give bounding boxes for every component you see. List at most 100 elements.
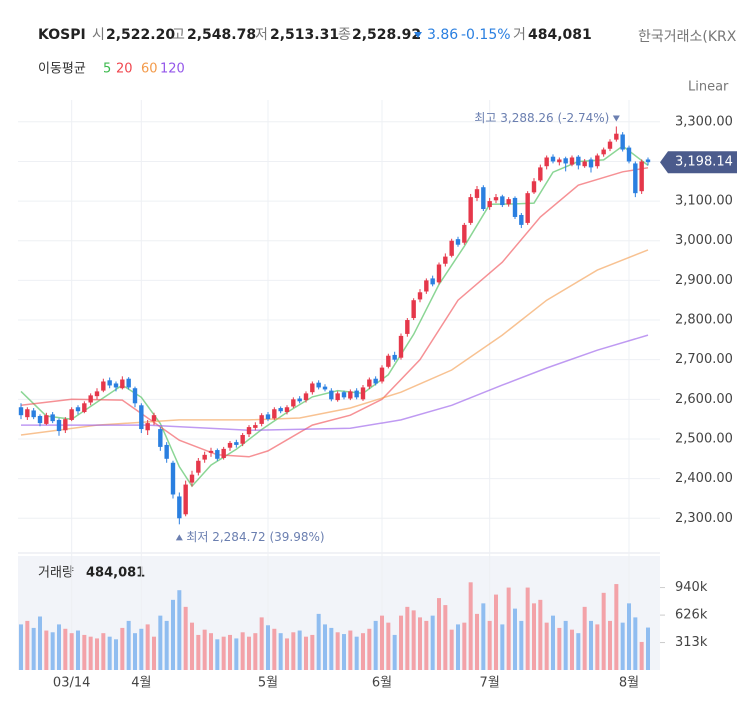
volume-bar <box>304 636 308 670</box>
candle-body <box>436 264 442 283</box>
volume-bar <box>31 627 36 670</box>
volume-bar <box>272 628 277 670</box>
candle-body <box>424 280 429 292</box>
volume-bar <box>354 636 359 670</box>
candle-body <box>227 442 233 448</box>
header-label: 고 <box>172 27 185 43</box>
candle-body <box>626 147 632 162</box>
candle-body <box>126 378 131 388</box>
header-value: 2,528.92 <box>352 27 421 43</box>
volume-bar <box>411 610 416 670</box>
volume-bar <box>171 599 175 670</box>
candle-body <box>411 300 416 319</box>
candle-body <box>392 354 397 360</box>
volume-bar <box>437 598 441 670</box>
candle-body <box>189 474 195 483</box>
volume-bar <box>177 590 182 670</box>
candle-body <box>639 161 644 192</box>
volume-tick-label: 313k <box>675 635 708 650</box>
candle-body <box>595 155 600 167</box>
x-tick-label: 5월 <box>258 676 278 691</box>
volume-bar <box>316 613 321 670</box>
candle-body <box>145 423 150 431</box>
x-tick-label: 6월 <box>372 676 392 691</box>
candle-body <box>177 496 182 519</box>
candle-body <box>202 454 207 460</box>
candle-body <box>259 415 264 424</box>
volume-bar <box>525 587 530 670</box>
volume-bar <box>266 625 270 670</box>
ma-title: 이동평균 <box>38 62 86 77</box>
volume-bar <box>114 639 118 670</box>
volume-bar <box>443 605 448 670</box>
change-arrow <box>414 32 422 38</box>
header-label: 거 <box>513 27 526 43</box>
volume-bar <box>462 622 467 670</box>
volume-bar <box>215 639 220 670</box>
candle-body <box>183 484 188 515</box>
candle-body <box>500 196 505 206</box>
volume-value: 484,081 <box>86 566 145 581</box>
volume-bar <box>139 628 144 670</box>
scale-label[interactable]: Linear <box>688 80 729 95</box>
volume-bar <box>506 587 511 670</box>
volume-bar <box>361 633 365 670</box>
volume-bar <box>627 603 631 670</box>
y-tick-label: 2,500.00 <box>675 431 733 446</box>
low-marker <box>175 534 183 541</box>
volume-tick-label: 626k <box>675 608 708 623</box>
candle-body <box>56 419 62 432</box>
candle-body <box>379 367 385 382</box>
volume-bar <box>373 620 378 670</box>
change: 3.86 <box>427 27 458 43</box>
moving-average <box>21 334 649 432</box>
volume-bar <box>544 622 549 670</box>
volume-bar <box>557 627 562 670</box>
candle-body <box>221 448 226 459</box>
header-value: 484,081 <box>528 27 592 43</box>
candle-body <box>614 133 619 140</box>
candle-body <box>519 214 524 225</box>
legend-entry: 5 <box>103 62 111 77</box>
header-value: 2,548.78 <box>187 27 256 43</box>
volume-bar <box>164 620 169 670</box>
last-price-label: 3,198.14 <box>675 155 733 170</box>
volume-bar <box>367 628 372 670</box>
volume-bar <box>310 634 315 670</box>
volume-bar <box>107 636 112 670</box>
candle-body <box>82 403 87 413</box>
candle-body <box>18 407 24 416</box>
y-tick-label: 3,100.00 <box>675 194 733 209</box>
volume-bar <box>297 630 302 670</box>
volume-bar <box>449 629 454 670</box>
moving-average <box>20 167 649 458</box>
volume-bar <box>386 622 391 670</box>
volume-bar <box>240 632 245 670</box>
candle-body <box>582 161 587 167</box>
volume-bar <box>183 606 188 670</box>
candle-body <box>417 292 423 300</box>
candle-body <box>113 383 119 388</box>
volume-bar <box>196 634 201 670</box>
volume-bar <box>348 630 353 670</box>
volume-bar <box>228 634 232 670</box>
volume-bar <box>38 616 42 670</box>
candle-body <box>512 197 518 217</box>
candle-body <box>335 393 340 401</box>
candle-body <box>272 409 277 419</box>
candle-body <box>468 197 473 223</box>
y-tick-label: 2,400.00 <box>675 471 733 486</box>
y-tick-label: 3,300.00 <box>675 114 733 129</box>
candle-body <box>354 390 359 398</box>
candle-body <box>234 442 239 445</box>
header: KOSPI 한국거래소(KRX <box>38 27 737 45</box>
volume-bar <box>595 624 600 670</box>
candle-body <box>531 181 537 193</box>
header-label: 시 <box>92 27 105 43</box>
candle-body <box>25 409 30 418</box>
volume-bar <box>576 633 581 670</box>
volume-bar <box>145 624 150 670</box>
high-marker <box>612 115 620 122</box>
volume-bar <box>532 603 536 670</box>
